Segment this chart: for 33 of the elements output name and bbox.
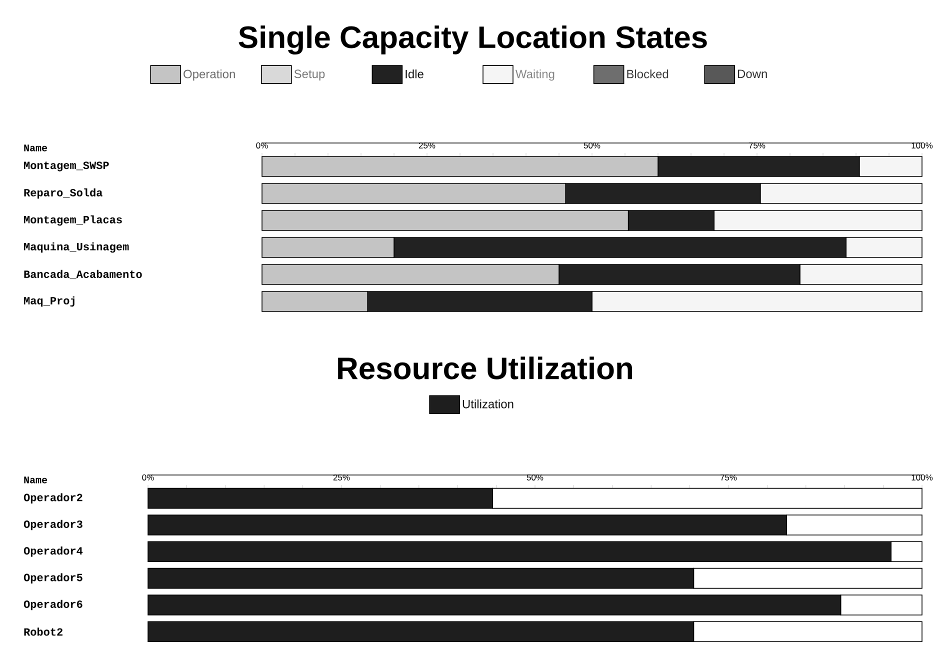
x-tick-label: 25% <box>333 474 350 480</box>
x-tick-label: 50% <box>526 474 544 480</box>
legend-label: Utilization <box>462 399 514 408</box>
legend-label: Setup <box>294 70 325 81</box>
y-tick-label: Operador5 <box>24 573 82 584</box>
x-tick-label: 0% <box>256 142 268 148</box>
y-tick-label: Operador2 <box>24 493 82 504</box>
y-tick-label: Robot2 <box>24 628 62 636</box>
y-tick-label: Montagem_Placas <box>24 215 122 226</box>
y-tick-label: Operador3 <box>24 520 82 530</box>
chart-title: Resource Utilization <box>338 356 632 380</box>
y-tick-label: Reparo_Solda <box>24 188 102 199</box>
x-tick-label: 50% <box>584 142 600 148</box>
x-tick-label: 100% <box>912 474 933 480</box>
y-tick-label: Maq_Proj <box>24 296 74 307</box>
y-tick-label: Montagem_SWSP <box>24 162 109 172</box>
y-axis-title: Name <box>24 476 48 484</box>
legend-label: Down <box>738 70 767 78</box>
x-tick-label: 100% <box>912 142 933 148</box>
chart-title: Single Capacity Location States <box>238 25 707 54</box>
y-tick-label: Operador6 <box>24 600 82 610</box>
legend-label: Operation <box>184 69 235 81</box>
legend-label: Blocked <box>627 69 668 78</box>
x-tick-label: 0% <box>142 474 154 480</box>
y-tick-label: Operador4 <box>24 546 83 557</box>
x-tick-label: 75% <box>748 142 766 148</box>
y-tick-label: Bancada_Acabamento <box>24 270 142 280</box>
y-tick-label: Maquina_Usinagem <box>24 242 129 253</box>
legend-label: Waiting <box>515 69 554 81</box>
legend-label: Idle <box>406 69 424 78</box>
x-tick-label: 25% <box>418 142 436 148</box>
y-axis-title: Name <box>24 144 48 152</box>
x-tick-label: 75% <box>720 474 737 480</box>
